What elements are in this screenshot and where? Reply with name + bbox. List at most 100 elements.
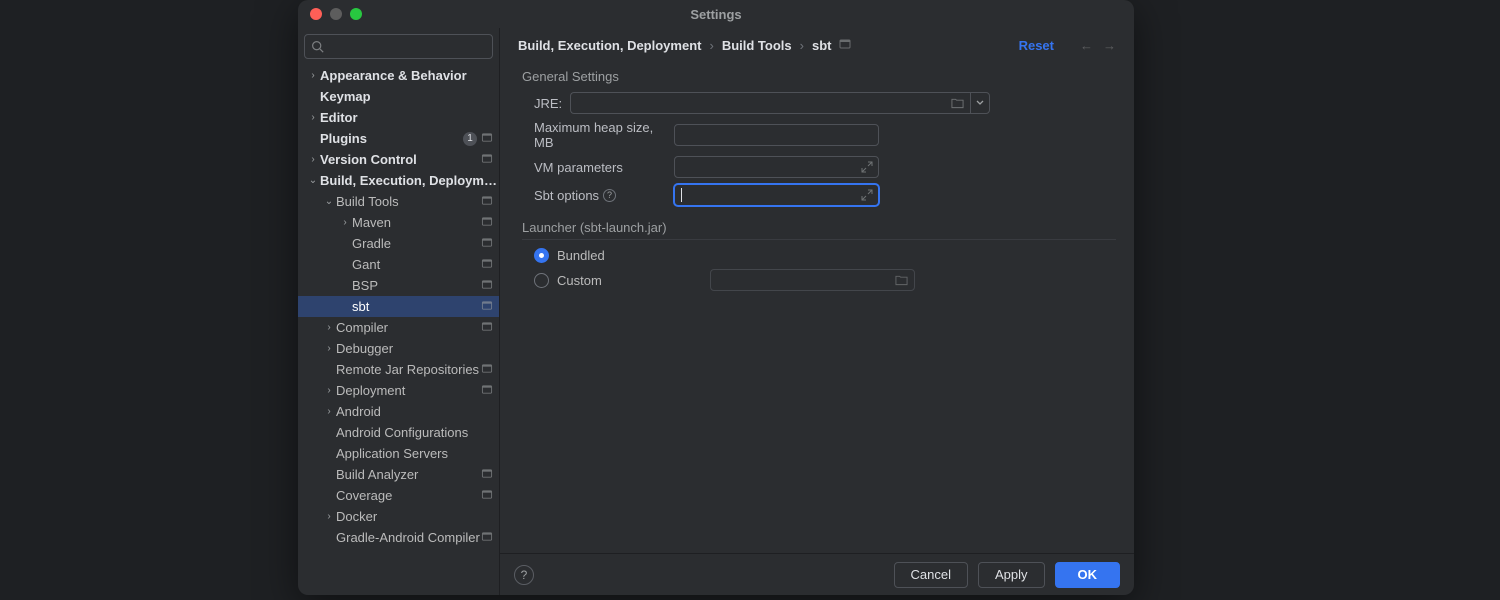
chevron-icon: › [322, 343, 336, 354]
launcher-bundled-row[interactable]: Bundled [534, 248, 1116, 263]
bundled-radio[interactable] [534, 248, 549, 263]
sidebar-item-label: Plugins [320, 131, 463, 146]
sidebar-item-label: Deployment [336, 383, 481, 398]
help-icon[interactable]: ? [603, 189, 616, 202]
sidebar-item-label: Keymap [320, 89, 499, 104]
sidebar-item-gradle-android-compiler[interactable]: Gradle-Android Compiler [298, 527, 499, 548]
sidebar-item-label: Build Tools [336, 194, 481, 209]
chevron-icon: ⌄ [306, 175, 320, 186]
ok-button[interactable]: OK [1055, 562, 1121, 588]
sidebar-item-label: Build Analyzer [336, 467, 481, 482]
breadcrumb-c: sbt [812, 38, 832, 53]
folder-icon [895, 274, 908, 286]
breadcrumb: Build, Execution, Deployment › Build Too… [500, 28, 1134, 59]
sidebar-item-android-configurations[interactable]: Android Configurations [298, 422, 499, 443]
custom-path-input[interactable] [710, 269, 915, 291]
sidebar-item-compiler[interactable]: ›Compiler [298, 317, 499, 338]
section-launcher: Launcher (sbt-launch.jar) [522, 220, 1116, 240]
project-scope-icon [481, 215, 493, 230]
sidebar-item-label: Editor [320, 110, 499, 125]
sidebar-item-android[interactable]: ›Android [298, 401, 499, 422]
chevron-down-icon [976, 99, 984, 107]
apply-button[interactable]: Apply [978, 562, 1045, 588]
expand-icon[interactable] [861, 189, 873, 201]
sidebar-item-plugins[interactable]: Plugins1 [298, 128, 499, 149]
forward-icon[interactable]: → [1103, 38, 1116, 53]
sidebar-item-gant[interactable]: Gant [298, 254, 499, 275]
reset-link[interactable]: Reset [1019, 38, 1054, 53]
breadcrumb-b[interactable]: Build Tools [722, 38, 792, 53]
vm-parameters-input[interactable] [674, 156, 879, 178]
sidebar-item-label: sbt [352, 299, 481, 314]
chevron-icon: › [322, 322, 336, 333]
help-button[interactable]: ? [514, 565, 534, 585]
project-scope-icon [481, 236, 493, 251]
project-scope-icon [481, 530, 493, 545]
sidebar-item-label: Appearance & Behavior [320, 68, 499, 83]
chevron-right-icon: › [800, 38, 804, 53]
custom-radio[interactable] [534, 273, 549, 288]
launcher-custom-row[interactable]: Custom [534, 269, 1116, 291]
breadcrumb-a[interactable]: Build, Execution, Deployment [518, 38, 701, 53]
jre-dropdown-button[interactable] [970, 92, 990, 114]
sidebar-item-label: Application Servers [336, 446, 499, 461]
project-scope-icon [481, 320, 493, 335]
project-scope-icon [481, 299, 493, 314]
chevron-icon: › [322, 385, 336, 396]
sidebar-item-label: Remote Jar Repositories [336, 362, 481, 377]
sidebar-item-label: Gradle-Android Compiler [336, 530, 481, 545]
sidebar-item-editor[interactable]: ›Editor [298, 107, 499, 128]
project-scope-icon [481, 488, 493, 503]
sidebar-item-label: Coverage [336, 488, 481, 503]
chevron-icon: › [322, 511, 336, 522]
vm-label: VM parameters [534, 160, 674, 175]
project-scope-icon [481, 131, 493, 146]
expand-icon[interactable] [861, 161, 873, 173]
sidebar-item-application-servers[interactable]: Application Servers [298, 443, 499, 464]
sidebar-item-appearance-behavior[interactable]: ›Appearance & Behavior [298, 65, 499, 86]
sidebar-item-build-execution-deployment[interactable]: ⌄Build, Execution, Deployment [298, 170, 499, 191]
chevron-icon: › [306, 112, 320, 123]
sidebar-item-debugger[interactable]: ›Debugger [298, 338, 499, 359]
sidebar-item-label: BSP [352, 278, 481, 293]
search-input[interactable] [304, 34, 493, 59]
sidebar-item-version-control[interactable]: ›Version Control [298, 149, 499, 170]
folder-icon [951, 97, 964, 109]
sidebar-item-build-tools[interactable]: ⌄Build Tools [298, 191, 499, 212]
project-scope-icon [481, 194, 493, 209]
sidebar-item-docker[interactable]: ›Docker [298, 506, 499, 527]
settings-tree: ›Appearance & BehaviorKeymap›EditorPlugi… [298, 63, 499, 595]
sidebar-item-label: Debugger [336, 341, 499, 356]
sbt-options-text: Sbt options [534, 188, 599, 203]
cancel-button[interactable]: Cancel [894, 562, 968, 588]
sidebar-item-label: Android Configurations [336, 425, 499, 440]
titlebar: Settings [298, 0, 1134, 28]
sidebar-item-label: Gradle [352, 236, 481, 251]
dialog-footer: ? Cancel Apply OK [500, 553, 1134, 595]
chevron-right-icon: › [709, 38, 713, 53]
sbt-options-label: Sbt options ? [534, 188, 674, 203]
sidebar-item-label: Version Control [320, 152, 481, 167]
project-scope-icon [481, 152, 493, 167]
sidebar-item-sbt[interactable]: sbt [298, 296, 499, 317]
sidebar-item-bsp[interactable]: BSP [298, 275, 499, 296]
sbt-options-input[interactable] [674, 184, 879, 206]
chevron-icon: › [306, 70, 320, 81]
project-scope-icon [481, 257, 493, 272]
project-scope-icon [481, 383, 493, 398]
sidebar: ›Appearance & BehaviorKeymap›EditorPlugi… [298, 28, 500, 595]
heap-input[interactable] [674, 124, 879, 146]
chevron-icon: › [322, 406, 336, 417]
sidebar-item-remote-jar-repositories[interactable]: Remote Jar Repositories [298, 359, 499, 380]
sidebar-item-build-analyzer[interactable]: Build Analyzer [298, 464, 499, 485]
sidebar-item-maven[interactable]: ›Maven [298, 212, 499, 233]
main-panel: Build, Execution, Deployment › Build Too… [500, 28, 1134, 595]
chevron-icon: ⌄ [322, 196, 336, 207]
sidebar-item-keymap[interactable]: Keymap [298, 86, 499, 107]
jre-combo[interactable] [570, 92, 990, 114]
sidebar-item-coverage[interactable]: Coverage [298, 485, 499, 506]
back-icon[interactable]: ← [1080, 38, 1093, 53]
project-scope-icon [839, 38, 851, 53]
sidebar-item-deployment[interactable]: ›Deployment [298, 380, 499, 401]
sidebar-item-gradle[interactable]: Gradle [298, 233, 499, 254]
